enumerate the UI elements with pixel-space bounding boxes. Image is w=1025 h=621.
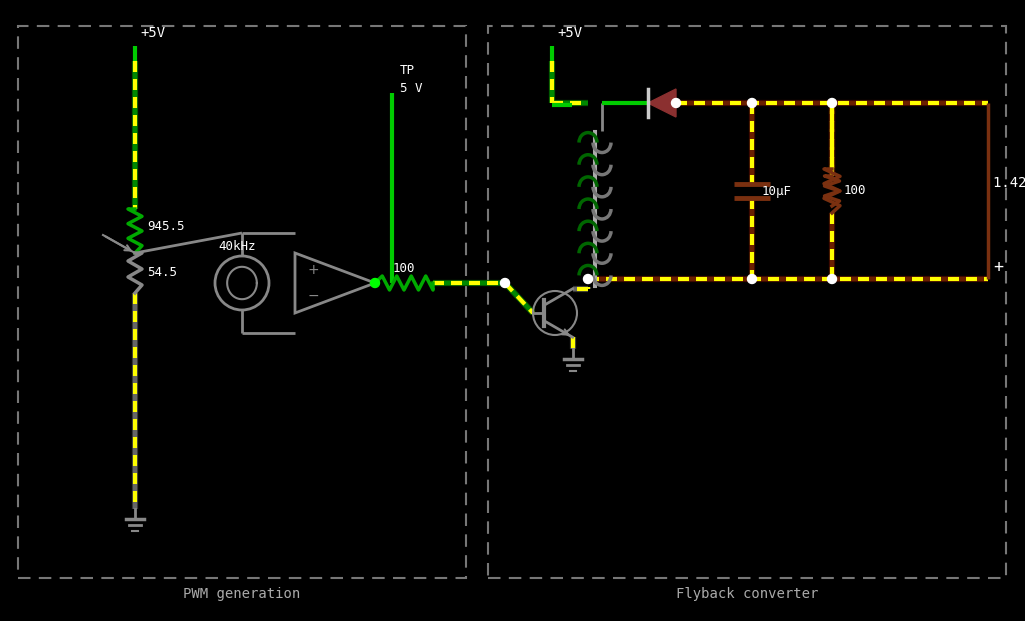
Text: 100: 100 [844, 184, 866, 197]
Circle shape [583, 274, 592, 284]
Text: 1.421 V: 1.421 V [993, 176, 1025, 190]
Circle shape [500, 278, 509, 288]
Circle shape [827, 99, 836, 107]
Polygon shape [648, 89, 676, 117]
Text: 54.5: 54.5 [147, 266, 177, 279]
Text: 5 V: 5 V [400, 81, 422, 94]
Text: 10μF: 10μF [762, 184, 792, 197]
Text: 945.5: 945.5 [147, 219, 184, 232]
Text: +: + [308, 263, 319, 277]
Text: TP: TP [400, 65, 415, 78]
Text: +5V: +5V [557, 26, 582, 40]
Text: PWM generation: PWM generation [183, 587, 300, 601]
Text: 100: 100 [393, 261, 415, 274]
Circle shape [747, 274, 756, 284]
Text: −: − [308, 289, 319, 303]
Circle shape [747, 99, 756, 107]
Circle shape [671, 99, 681, 107]
Text: +: + [993, 258, 1003, 276]
Text: 40kHz: 40kHz [218, 240, 256, 253]
Circle shape [370, 278, 379, 288]
Circle shape [827, 274, 836, 284]
Text: Flyback converter: Flyback converter [675, 587, 818, 601]
Text: +5V: +5V [140, 26, 165, 40]
